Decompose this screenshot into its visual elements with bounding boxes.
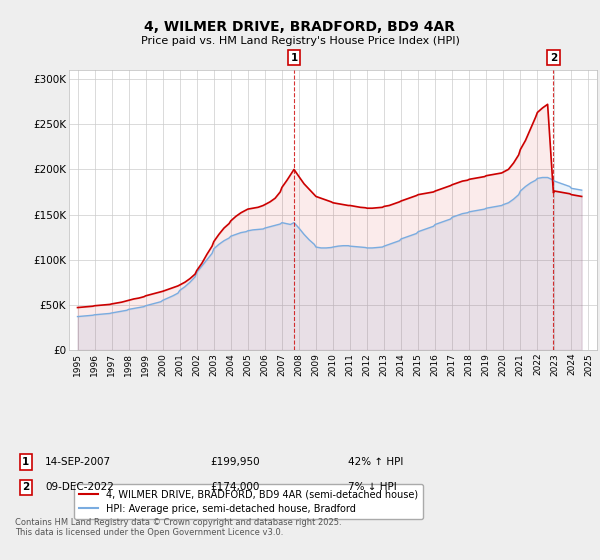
Text: 42% ↑ HPI: 42% ↑ HPI [348, 457, 403, 467]
Text: £199,950: £199,950 [210, 457, 260, 467]
Text: £174,000: £174,000 [210, 482, 259, 492]
Text: 7% ↓ HPI: 7% ↓ HPI [348, 482, 397, 492]
Text: 2: 2 [550, 53, 557, 63]
Legend: 4, WILMER DRIVE, BRADFORD, BD9 4AR (semi-detached house), HPI: Average price, se: 4, WILMER DRIVE, BRADFORD, BD9 4AR (semi… [74, 484, 423, 519]
Text: Contains HM Land Registry data © Crown copyright and database right 2025.
This d: Contains HM Land Registry data © Crown c… [15, 518, 341, 538]
Text: 14-SEP-2007: 14-SEP-2007 [45, 457, 111, 467]
Text: 1: 1 [290, 53, 298, 63]
Text: 1: 1 [22, 457, 29, 467]
Text: 4, WILMER DRIVE, BRADFORD, BD9 4AR: 4, WILMER DRIVE, BRADFORD, BD9 4AR [145, 20, 455, 34]
Text: 2: 2 [22, 482, 29, 492]
Text: 09-DEC-2022: 09-DEC-2022 [45, 482, 114, 492]
Text: Price paid vs. HM Land Registry's House Price Index (HPI): Price paid vs. HM Land Registry's House … [140, 36, 460, 46]
